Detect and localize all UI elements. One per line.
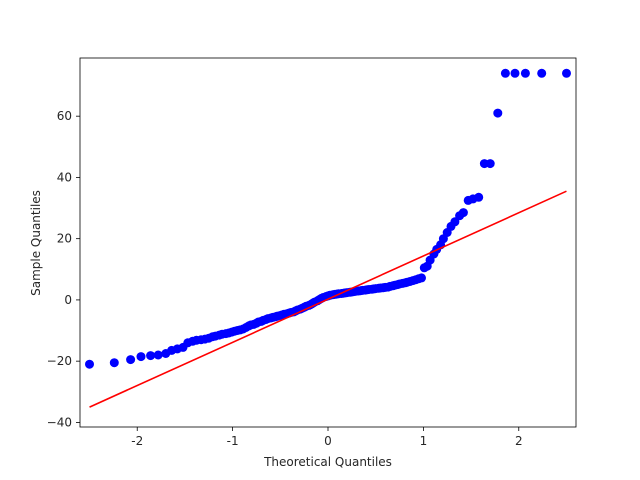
x-axis-label: Theoretical Quantiles (263, 455, 392, 469)
x-tick-label: 0 (324, 434, 332, 448)
data-point (458, 208, 468, 218)
data-point (85, 359, 94, 369)
y-tick-label: 40 (57, 170, 72, 184)
y-tick-label: 60 (57, 109, 72, 123)
y-tick-label: −40 (47, 415, 72, 429)
plot-area-background (80, 58, 576, 427)
x-tick-label: -1 (227, 434, 239, 448)
x-tick-label: -2 (131, 434, 143, 448)
y-axis: −40 −20 0 20 40 60 (47, 109, 80, 429)
data-point (520, 68, 530, 78)
x-axis: -2 -1 0 1 2 (131, 427, 523, 448)
data-point (417, 273, 426, 283)
data-point (493, 108, 503, 118)
data-point (537, 68, 547, 78)
data-point (474, 192, 484, 202)
y-tick-label: 0 (64, 293, 72, 307)
data-point (126, 355, 136, 365)
y-axis-label: Sample Quantiles (29, 190, 43, 296)
data-point (510, 68, 520, 78)
x-tick-label: 2 (515, 434, 523, 448)
data-point (146, 351, 156, 361)
data-point (562, 68, 571, 78)
x-tick-label: 1 (420, 434, 428, 448)
data-point (450, 217, 460, 227)
y-tick-label: −20 (47, 354, 72, 368)
y-tick-label: 20 (57, 232, 72, 246)
reference-line (89, 190, 567, 408)
data-point (109, 358, 119, 368)
data-point (136, 352, 146, 362)
data-point (500, 68, 510, 78)
data-point (153, 350, 163, 360)
data-point (485, 159, 495, 169)
